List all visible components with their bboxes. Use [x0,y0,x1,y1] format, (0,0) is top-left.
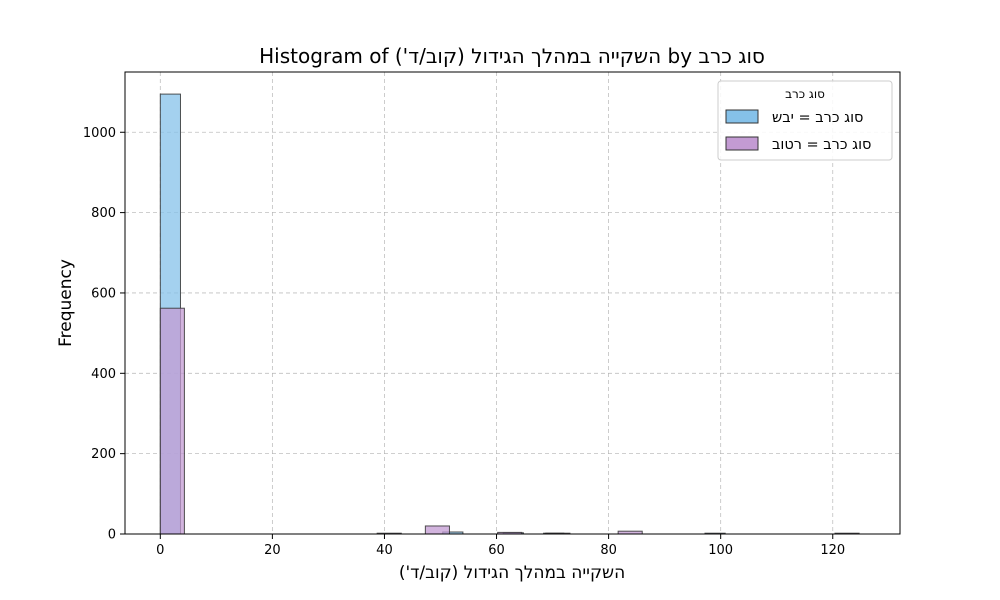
y-axis-label: Frequency [56,259,76,347]
legend-box [717,80,893,161]
legend-label-wet: סוג כרב = רטוב [772,137,871,153]
x-tick-label: 40 [376,543,393,558]
y-tick-label: 0 [108,528,116,543]
y-tick-label: 200 [91,447,116,462]
legend-label-dry: סוג כרב = יבש [772,110,863,126]
legend-swatch-wet [725,136,759,151]
histogram-bar [159,307,185,535]
legend-swatch-dry [725,109,759,124]
legend-title: סוג כרב [785,87,825,101]
x-tick-label: 120 [820,543,845,558]
x-axis-label: השקייה במהלך הגידול (קוב/ד') [399,563,625,583]
y-tick-label: 400 [91,367,116,382]
histogram-bar [424,525,450,535]
chart-title: Histogram of השקייה במהלך הגידול (קוב/ד'… [259,44,765,68]
x-tick-label: 60 [488,543,505,558]
plot-area-frame [124,71,901,535]
histogram-bars [159,93,860,535]
y-tick-label: 1000 [83,126,116,141]
y-tick-label: 800 [91,206,116,221]
x-tick-label: 20 [264,543,281,558]
legend: סוג כרב סוג כרב = יבש סוג כרב = רטוב [717,80,893,161]
y-tick-label: 600 [91,286,116,301]
x-tick-label: 80 [600,543,617,558]
axis-ticks: 0 20 40 60 80 100 120 0 200 400 600 800 1000 [83,126,845,558]
x-tick-label: 0 [156,543,164,558]
x-tick-label: 100 [708,543,733,558]
